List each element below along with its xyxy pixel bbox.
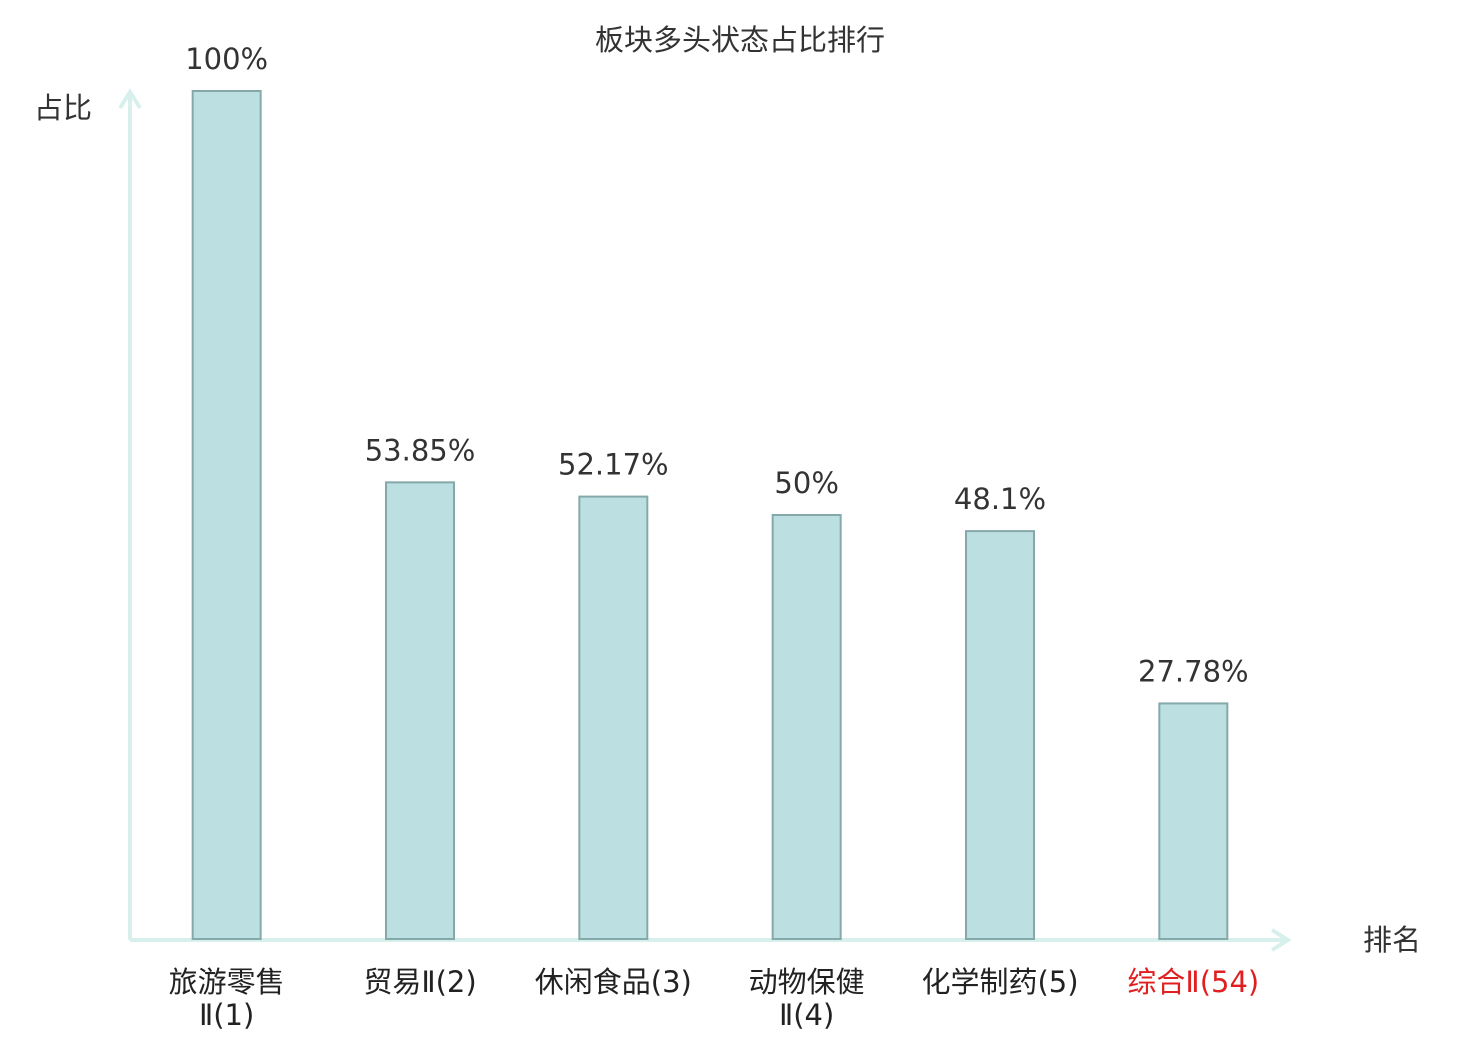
- chart-title: 板块多头状态占比排行: [595, 23, 885, 57]
- value-label: 53.85%: [365, 433, 476, 467]
- value-label: 50%: [774, 466, 838, 500]
- value-label: 48.1%: [954, 482, 1046, 516]
- bar: [1158, 702, 1229, 940]
- x-tick-label: 化学制药(5): [921, 965, 1079, 999]
- bar: [965, 530, 1035, 940]
- value-label: 27.78%: [1138, 654, 1249, 688]
- x-axis-arrow: [1270, 928, 1292, 952]
- bar: [385, 481, 455, 940]
- y-axis-label: 占比: [34, 91, 92, 125]
- x-tick-label: 休闲食品(3): [534, 965, 692, 999]
- x-tick-label: 贸易Ⅱ(2): [363, 965, 477, 999]
- x-tick-label: 综合Ⅱ(54): [1127, 965, 1260, 999]
- x-tick-label: 动物保健 Ⅱ(4): [748, 965, 865, 1032]
- axes: [118, 88, 1292, 952]
- bar: [578, 495, 649, 940]
- value-label: 52.17%: [558, 448, 669, 482]
- y-axis-arrow: [118, 88, 142, 110]
- bar: [191, 90, 262, 940]
- x-axis-label: 排名: [1363, 923, 1421, 957]
- x-tick-label: 旅游零售 Ⅱ(1): [168, 965, 285, 1032]
- value-label: 100%: [185, 42, 268, 76]
- bar: [771, 514, 842, 940]
